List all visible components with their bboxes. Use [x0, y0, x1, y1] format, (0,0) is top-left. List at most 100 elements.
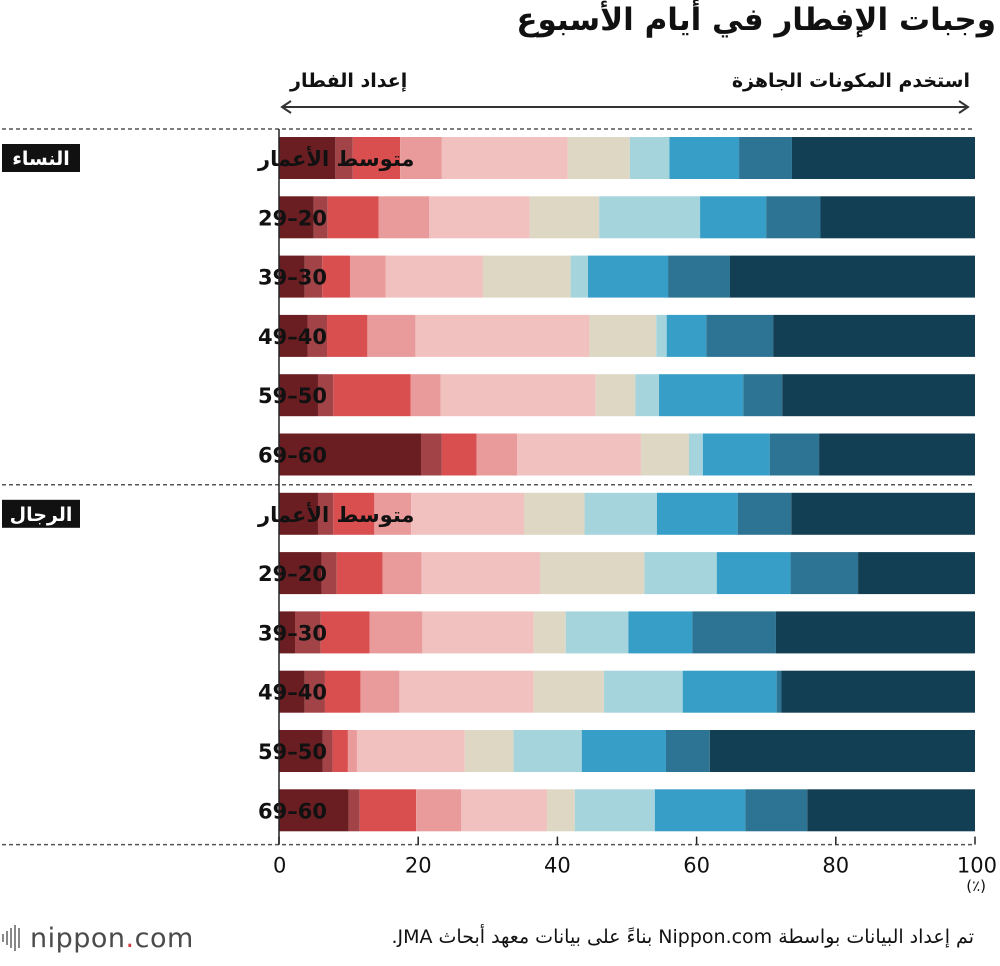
row-label: 50–59: [258, 740, 327, 764]
bar-segment: [317, 374, 334, 417]
bar-segment: [692, 611, 776, 654]
bar-segment: [279, 196, 314, 239]
bar-segment: [604, 670, 683, 713]
label-cooked-breakfast: إعداد الفطار: [290, 70, 408, 92]
row-label: متوسط الأعمار: [257, 501, 414, 527]
bar-segment: [766, 196, 821, 239]
chart-grid: [2, 128, 975, 846]
x-tick-label: 80: [822, 854, 849, 878]
bar-segment: [347, 730, 357, 772]
bar-segment: [656, 492, 738, 535]
bar-segment: [461, 789, 547, 832]
bar-segment: [378, 196, 430, 239]
bar-segment: [324, 670, 361, 713]
bar-segment: [820, 196, 975, 239]
bar-segment: [782, 374, 975, 417]
bar-segment: [441, 433, 477, 476]
bar-segment: [349, 255, 386, 298]
bar-segment: [320, 611, 370, 654]
bar-segment: [635, 374, 660, 417]
bar-segment: [279, 552, 322, 595]
bar-segment: [640, 433, 689, 476]
group-badge-label: الرجال: [10, 504, 73, 526]
bar-segment: [279, 374, 318, 417]
bar-segment: [517, 433, 641, 476]
bar-segment: [304, 255, 323, 298]
bar-segment: [745, 789, 808, 832]
x-tick-label: 40: [544, 854, 571, 878]
bar-segment: [682, 670, 777, 713]
bar-segment: [565, 611, 629, 654]
bar-segment: [322, 730, 333, 772]
bar-segment: [420, 433, 442, 476]
bar-segment: [807, 789, 975, 832]
bar-segment: [775, 611, 975, 654]
bar-segment: [574, 789, 655, 832]
x-tick-label: 100: [957, 854, 997, 878]
row-label: 60–69: [258, 444, 327, 468]
bar-segment: [858, 552, 975, 595]
bar-segment: [688, 433, 703, 476]
bar-segment: [279, 789, 349, 832]
bar-segment: [589, 314, 657, 357]
bar-segment: [523, 492, 585, 535]
row-label: 40–49: [258, 681, 327, 705]
bar-segment: [595, 374, 636, 417]
bar-segment: [279, 137, 336, 179]
bar-segment: [360, 670, 400, 713]
bar-segment: [332, 730, 348, 772]
bar-segment: [791, 492, 975, 535]
bar-segment: [317, 492, 334, 535]
bar-segment: [382, 552, 422, 595]
bar-segment: [581, 730, 666, 772]
bar-segment: [464, 730, 514, 772]
bar-segment: [385, 255, 483, 298]
bar-segment: [336, 552, 383, 595]
bar-segment: [540, 552, 645, 595]
bar-segment: [441, 137, 568, 179]
bar-segment: [669, 137, 740, 179]
bar-segment: [313, 196, 328, 239]
bar-segment: [628, 611, 693, 654]
bar-segment: [374, 492, 412, 535]
row-label: 60–69: [258, 799, 327, 823]
group-badge: [2, 144, 80, 172]
nippon-logo: nippon.com: [2, 920, 194, 956]
logo-text: nippon.com: [30, 922, 194, 954]
bar-segment: [743, 374, 783, 417]
bar-segment: [629, 137, 670, 179]
group-badge: [2, 499, 80, 528]
bar-segment: [716, 552, 791, 595]
label-ready-ingredients: استخدم المكونات الجاهزة: [731, 70, 970, 92]
bar-segment: [429, 196, 530, 239]
row-label: 30–39: [258, 266, 327, 290]
group-badge-label: النساء: [12, 148, 70, 170]
bar-segment: [416, 789, 462, 832]
bar-segment: [422, 611, 534, 654]
bar-segment: [666, 314, 707, 357]
bar-segment: [584, 492, 657, 535]
x-tick-label: 20: [405, 854, 432, 878]
bar-segment: [279, 433, 421, 476]
bar-segment: [333, 374, 411, 417]
bar-segment: [665, 730, 710, 772]
bar-segment: [781, 670, 975, 713]
bar-segment: [367, 314, 416, 357]
bar-segment: [776, 670, 782, 713]
bar-segment: [400, 137, 442, 179]
bar-segment: [700, 196, 767, 239]
chart-labels: متوسط الأعمار 20–29 30–39 40–49 50–59 60–69 ال…: [2, 144, 414, 823]
x-tick-label: 60: [683, 854, 710, 878]
bar-segment: [819, 433, 975, 476]
bar-segment: [791, 137, 975, 179]
bar-segment: [333, 492, 375, 535]
sound-waves-icon: [2, 925, 20, 951]
bar-segment: [513, 730, 582, 772]
bar-segment: [739, 137, 792, 179]
bar-segment: [533, 611, 566, 654]
bar-segment: [335, 137, 353, 179]
bar-segment: [279, 492, 318, 535]
bar-segment: [356, 730, 465, 772]
bar-segment: [656, 314, 667, 357]
bar-segment: [440, 374, 596, 417]
